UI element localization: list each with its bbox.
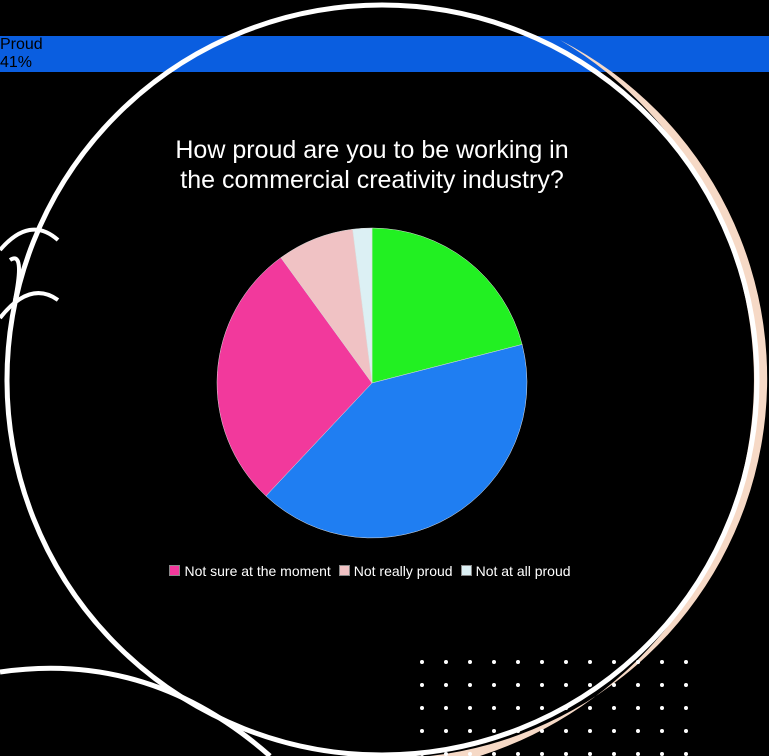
dot: [540, 683, 544, 687]
dot: [516, 683, 520, 687]
legend-item: Not at all proud: [460, 563, 571, 579]
slice-label: Very proud 21%: [0, 0, 769, 36]
arc: [0, 665, 272, 756]
dot: [660, 683, 664, 687]
dot: [612, 660, 616, 664]
slice-category: Proud: [0, 36, 43, 53]
dot: [588, 683, 592, 687]
dot: [660, 706, 664, 710]
dot: [588, 729, 592, 733]
dot: [684, 752, 688, 756]
dots: [420, 660, 688, 756]
legend-item: Not sure at the moment: [169, 563, 331, 579]
legend-label: Not at all proud: [475, 563, 571, 579]
dot: [588, 706, 592, 710]
dot: [636, 752, 640, 756]
dot: [540, 660, 544, 664]
dot: [684, 729, 688, 733]
dot: [564, 683, 568, 687]
dot: [420, 706, 424, 710]
dot: [588, 752, 592, 756]
dot: [660, 729, 664, 733]
dot: [468, 729, 472, 733]
dot: [492, 729, 496, 733]
dot: [684, 660, 688, 664]
dot: [636, 706, 640, 710]
dot: [492, 683, 496, 687]
dot: [684, 683, 688, 687]
dot: [636, 683, 640, 687]
legend-swatch: [338, 565, 350, 576]
squiggle: [0, 227, 60, 320]
circle-outline: [4, 2, 760, 756]
labels: Very proud 21% Proud 41%: [0, 0, 769, 72]
dot: [660, 752, 664, 756]
dot: [540, 706, 544, 710]
slice-value: 21%: [0, 18, 33, 35]
dot: [636, 660, 640, 664]
dot: [516, 660, 520, 664]
dot: [492, 660, 496, 664]
dot: [540, 752, 544, 756]
dot: [564, 660, 568, 664]
dot: [564, 752, 568, 756]
dot: [564, 729, 568, 733]
dot: [468, 752, 472, 756]
slice-value: 41%: [0, 54, 33, 71]
dot: [444, 683, 448, 687]
legend-item: Not really proud: [338, 563, 453, 579]
dot: [492, 752, 496, 756]
dot: [588, 660, 592, 664]
dot: [468, 683, 472, 687]
dot: [516, 752, 520, 756]
dot: [612, 752, 616, 756]
slice-category: Very proud: [0, 0, 78, 17]
dot: [468, 660, 472, 664]
dot: [468, 706, 472, 710]
pie: [216, 227, 528, 539]
slice-label: Proud 41%: [0, 36, 769, 72]
dot: [444, 729, 448, 733]
dot: [420, 752, 424, 756]
legend-label: Not really proud: [353, 563, 453, 579]
dot: [516, 706, 520, 710]
slice: [371, 227, 523, 384]
dot: [540, 729, 544, 733]
dot: [516, 729, 520, 733]
dot: [564, 706, 568, 710]
legend: Not sure at the moment Not really proud No…: [0, 563, 740, 579]
dot: [420, 660, 424, 664]
slice: [352, 227, 373, 384]
dot: [444, 660, 448, 664]
dot: [612, 729, 616, 733]
legend-swatch: [460, 565, 472, 576]
dot: [420, 729, 424, 733]
dot: [420, 683, 424, 687]
slice: [216, 257, 373, 497]
slice: [265, 344, 528, 539]
legend-swatch: [169, 565, 181, 576]
dot: [612, 683, 616, 687]
dot: [660, 660, 664, 664]
chart-title: How proud are you to be working in the c…: [175, 136, 569, 194]
dot: [684, 706, 688, 710]
dot: [492, 706, 496, 710]
dot: [444, 706, 448, 710]
legend-label: Not sure at the moment: [184, 563, 331, 579]
dot: [444, 752, 448, 756]
dot: [612, 706, 616, 710]
dot: [636, 729, 640, 733]
